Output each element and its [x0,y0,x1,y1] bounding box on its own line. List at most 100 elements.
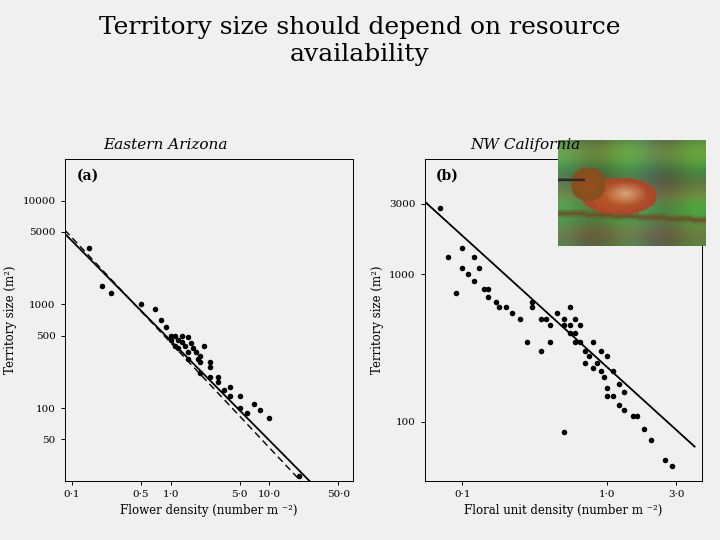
Point [248,400,260,408]
Point [185,339,197,348]
X-axis label: Floral unit density (number m ⁻²): Floral unit density (number m ⁻²) [464,504,662,517]
Point [173,336,184,345]
Point [456,264,468,272]
Point [575,337,586,346]
Point [264,414,275,422]
Point [468,253,480,262]
Point [478,284,490,293]
Point [552,308,563,317]
Point [204,357,215,366]
Point [434,204,446,213]
Point [443,253,454,262]
Point [96,282,107,291]
Point [84,244,95,252]
X-axis label: Flower density (number m ⁻²): Flower density (number m ⁻²) [120,504,297,517]
Text: (a): (a) [76,169,99,183]
Point [165,331,176,340]
Point [541,314,552,323]
Point [579,359,590,367]
Text: NW California: NW California [470,138,581,152]
Text: (b): (b) [436,169,459,183]
Point [468,276,480,285]
Point [595,347,606,356]
Point [182,347,194,356]
Point [613,380,624,388]
Point [544,321,555,330]
Point [456,244,468,253]
Point [506,308,518,317]
Point [192,354,204,363]
Point [482,284,494,293]
Point [608,367,619,376]
Point [482,293,494,301]
Point [618,406,629,415]
Point [639,424,650,433]
Point [224,392,235,401]
Point [579,347,590,356]
Point [564,321,575,330]
Point [234,404,246,413]
Point [224,382,235,391]
Point [169,331,181,340]
Point [570,314,581,323]
Point [242,409,253,417]
Point [558,321,570,330]
Point [204,373,215,381]
Point [190,347,202,356]
Point [660,456,671,464]
Y-axis label: Territory size (m²): Territory size (m²) [4,266,17,374]
Point [598,373,610,382]
Point [234,392,246,401]
Point [494,302,505,311]
Point [583,352,595,360]
Point [564,329,575,338]
Point [536,347,547,356]
Point [618,387,629,396]
Point [212,377,223,386]
Point [595,367,606,376]
Point [645,436,657,444]
Point [173,343,184,352]
Point [591,359,603,367]
Text: Territory size should depend on resource
availability: Territory size should depend on resource… [99,16,621,66]
Point [105,288,117,297]
Point [558,314,570,323]
Point [564,302,575,311]
Point [179,341,191,350]
Point [602,383,613,392]
Point [219,386,230,394]
Point [526,298,537,306]
Point [450,288,462,297]
Point [473,264,485,272]
Point [182,354,194,363]
Text: Eastern Arizona: Eastern Arizona [104,138,228,152]
Point [135,300,147,309]
Point [558,428,570,436]
Point [588,364,599,373]
Y-axis label: Territory size (m²): Territory size (m²) [371,266,384,374]
Point [575,321,586,330]
Point [613,401,624,409]
Point [602,352,613,360]
Point [667,462,678,471]
Point [194,357,206,366]
Point [627,411,639,420]
Point [194,352,206,360]
Point [169,341,181,350]
Point [199,341,210,350]
Point [521,337,533,346]
Point [176,338,188,347]
Point [526,302,537,311]
Point [500,302,512,311]
Point [254,406,266,415]
Point [204,362,215,371]
Point [602,392,613,400]
Point [293,472,305,481]
Point [588,337,599,346]
Point [156,316,167,325]
Point [608,392,619,400]
Point [187,343,199,352]
Point [463,270,474,279]
Point [161,323,172,332]
Point [536,314,547,323]
